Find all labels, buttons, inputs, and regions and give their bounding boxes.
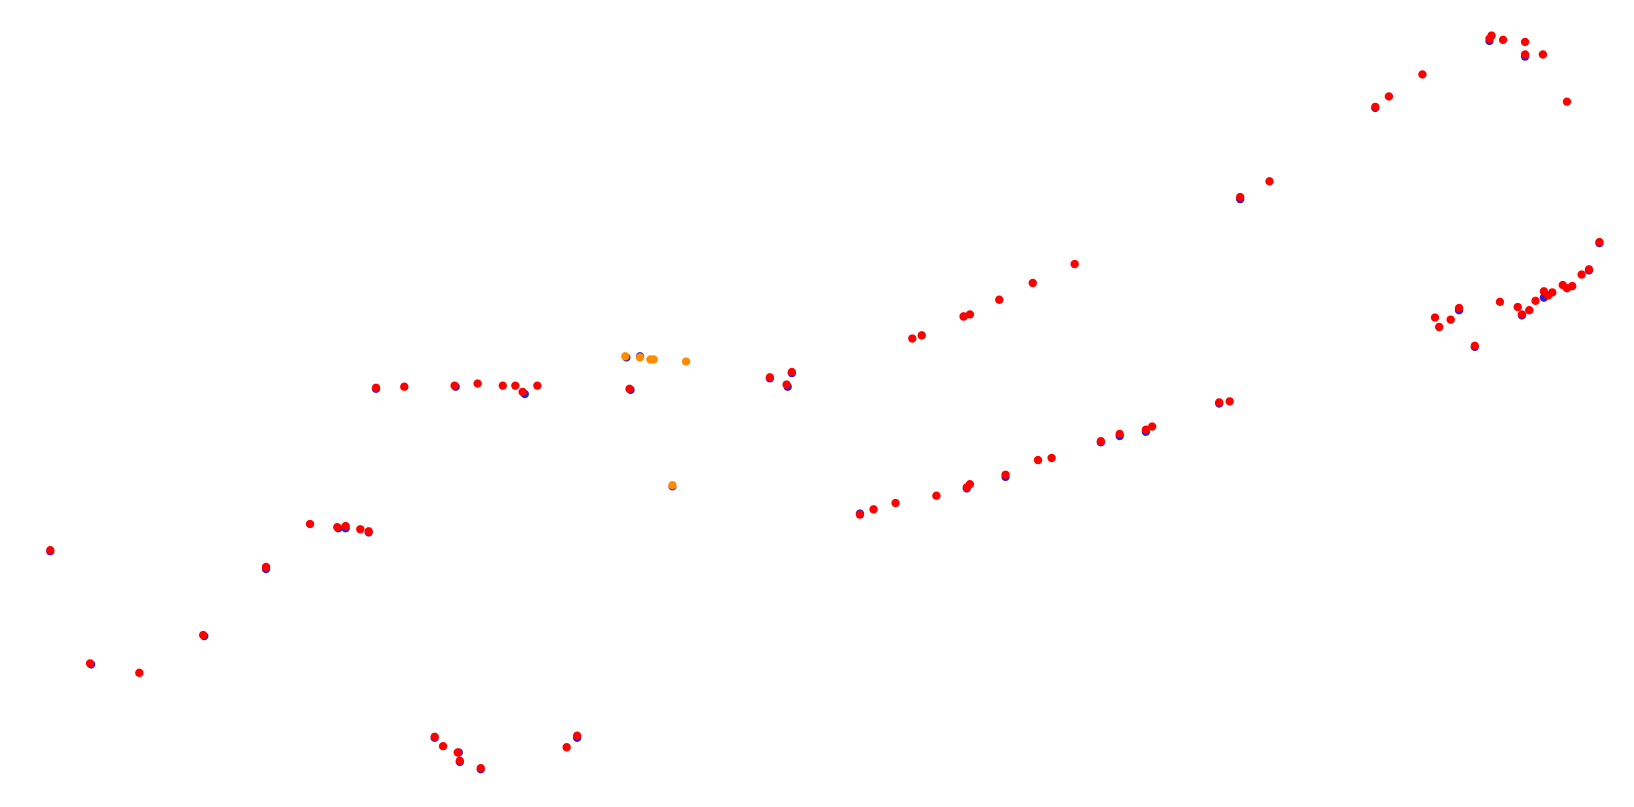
point bbox=[965, 480, 975, 489]
point bbox=[681, 357, 691, 366]
point bbox=[1225, 397, 1234, 406]
point bbox=[341, 521, 350, 531]
point bbox=[1495, 297, 1505, 307]
point bbox=[476, 764, 485, 773]
point bbox=[1430, 313, 1440, 322]
point bbox=[668, 481, 677, 490]
point bbox=[1115, 429, 1124, 439]
point bbox=[533, 381, 542, 390]
point bbox=[1434, 322, 1444, 332]
point bbox=[1513, 302, 1522, 312]
point bbox=[1096, 437, 1106, 446]
point bbox=[85, 659, 95, 668]
point bbox=[1562, 97, 1572, 106]
point bbox=[1538, 50, 1548, 59]
point bbox=[1584, 265, 1594, 274]
point bbox=[932, 491, 941, 500]
point bbox=[1371, 102, 1380, 112]
point bbox=[199, 630, 208, 640]
point bbox=[782, 380, 791, 389]
point bbox=[1520, 50, 1530, 59]
point bbox=[135, 668, 144, 678]
point bbox=[1531, 296, 1540, 305]
point bbox=[356, 525, 365, 534]
point bbox=[1141, 425, 1151, 434]
point bbox=[562, 743, 571, 752]
point bbox=[1235, 192, 1245, 202]
point bbox=[438, 742, 448, 751]
point bbox=[635, 353, 645, 362]
point bbox=[430, 732, 439, 741]
point bbox=[1033, 455, 1043, 465]
point bbox=[455, 756, 465, 766]
point bbox=[1470, 341, 1479, 351]
point bbox=[1517, 310, 1527, 319]
point bbox=[1418, 70, 1427, 79]
point bbox=[869, 505, 878, 514]
point bbox=[1047, 453, 1056, 463]
point bbox=[1498, 35, 1508, 45]
point bbox=[1548, 288, 1557, 297]
point bbox=[1454, 303, 1464, 313]
point bbox=[261, 562, 271, 572]
point bbox=[1577, 270, 1586, 279]
point bbox=[891, 498, 900, 508]
point bbox=[1525, 306, 1534, 315]
point bbox=[1028, 278, 1037, 288]
point bbox=[1001, 470, 1010, 479]
point bbox=[621, 352, 630, 361]
point bbox=[855, 510, 865, 519]
point bbox=[305, 519, 315, 529]
point bbox=[1520, 37, 1530, 47]
point bbox=[908, 334, 917, 343]
point bbox=[1384, 92, 1394, 101]
point bbox=[1485, 34, 1494, 43]
point bbox=[965, 310, 975, 319]
point bbox=[333, 522, 342, 532]
point bbox=[1568, 281, 1577, 291]
point bbox=[498, 381, 507, 390]
point bbox=[1265, 177, 1274, 186]
point bbox=[473, 379, 482, 388]
point bbox=[46, 546, 55, 555]
point bbox=[572, 731, 582, 740]
point bbox=[917, 331, 926, 340]
point bbox=[1446, 315, 1455, 324]
point bbox=[364, 527, 373, 536]
point bbox=[511, 381, 520, 390]
point bbox=[1147, 422, 1157, 431]
point bbox=[400, 382, 409, 391]
point bbox=[1070, 259, 1079, 269]
point bbox=[995, 295, 1004, 304]
point bbox=[453, 748, 462, 757]
point bbox=[518, 387, 527, 397]
point bbox=[787, 367, 797, 377]
point bbox=[450, 381, 459, 390]
point bbox=[1215, 398, 1224, 407]
point bbox=[765, 373, 775, 382]
point bbox=[625, 384, 634, 394]
point bbox=[1595, 237, 1604, 247]
point bbox=[371, 383, 381, 392]
point bbox=[649, 355, 658, 364]
